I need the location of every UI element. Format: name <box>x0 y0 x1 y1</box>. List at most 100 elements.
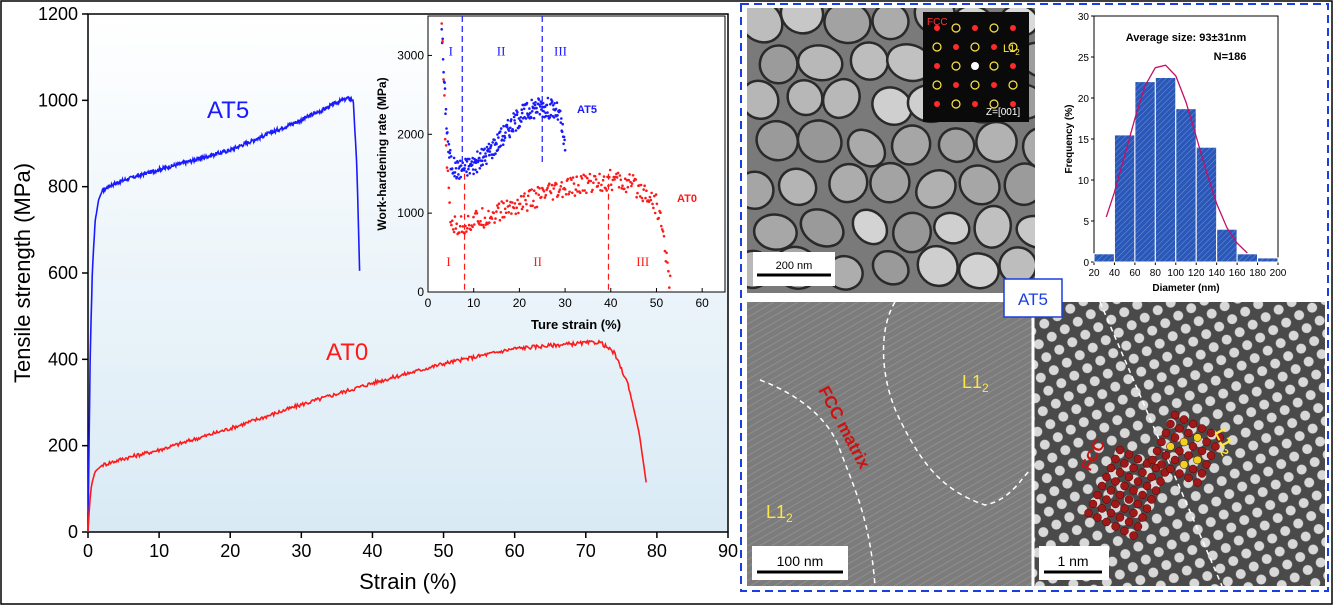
fcc-atom <box>1161 451 1171 460</box>
at5-data-point <box>483 159 487 162</box>
histogram-bar <box>1093 253 1115 263</box>
at5-data-point <box>479 152 482 155</box>
fcc-atom <box>1093 513 1102 522</box>
at0-data-point <box>626 185 630 189</box>
histogram-bar <box>1175 108 1197 263</box>
at0-data-point <box>634 178 638 181</box>
at0-data-point <box>503 207 507 211</box>
at5-data-point <box>530 98 533 102</box>
at0-data-point <box>508 204 511 207</box>
at0-data-point <box>445 166 449 169</box>
at0-data-point <box>531 204 534 207</box>
fcc-atom <box>1166 419 1175 429</box>
at0-data-point <box>609 183 613 186</box>
at0-data-point <box>516 198 519 202</box>
at5-data-point <box>510 118 513 121</box>
main-y-tick-label: 400 <box>48 349 78 369</box>
inset-plot-area <box>428 16 725 292</box>
inset-x-tick-label: 40 <box>604 296 618 310</box>
fcc-atom <box>1133 499 1143 509</box>
lattice-scale-box <box>1039 546 1109 580</box>
at5-data-point <box>472 172 475 176</box>
at0-data-point <box>520 207 524 211</box>
at0-data-point <box>524 198 527 202</box>
stage-label: I <box>446 254 450 269</box>
at0-data-point <box>526 209 529 212</box>
grain <box>1015 214 1035 250</box>
grain <box>777 167 818 207</box>
fcc-atom <box>1157 437 1166 447</box>
grain <box>871 8 910 41</box>
at5-data-point <box>556 118 560 121</box>
at0-data-point <box>490 217 494 220</box>
at5-data-point <box>512 112 515 115</box>
at0-data-point <box>642 188 645 191</box>
at0-data-point <box>466 214 470 218</box>
at5-data-point <box>545 103 549 107</box>
at5-data-point <box>497 136 500 139</box>
at0-data-point <box>519 194 523 198</box>
grain <box>747 8 784 44</box>
fcc-atom <box>1156 477 1165 486</box>
at5-data-point <box>514 129 518 132</box>
at0-data-point <box>475 212 479 215</box>
at0-data-point <box>653 194 656 198</box>
at0-data-point <box>608 175 611 179</box>
fcc-atom <box>1120 481 1129 491</box>
at5-data-point <box>533 107 536 110</box>
at5-data-point <box>544 111 547 115</box>
fcc-atom <box>1175 446 1184 456</box>
histogram-bar <box>1257 257 1279 263</box>
main-series <box>87 95 647 533</box>
fcc-atom <box>1157 460 1166 469</box>
fcc-atom <box>1142 504 1152 513</box>
grain <box>973 204 1013 249</box>
grain <box>851 208 889 246</box>
main-y-tick-label: 1000 <box>38 90 78 110</box>
at5-data-point <box>477 159 480 163</box>
at5-data-point <box>449 148 452 152</box>
fcc-spot <box>991 82 997 88</box>
at5-data-point <box>524 117 528 120</box>
at0-data-point <box>515 206 518 209</box>
at0-data-point <box>494 217 497 220</box>
main-x-tick-label: 30 <box>291 541 311 561</box>
hrtem-scale-label: 100 nm <box>777 553 824 569</box>
fcc-atom <box>1102 517 1111 527</box>
grain <box>937 127 976 164</box>
l12-superlattice-spot <box>951 61 961 71</box>
l12-superlattice-spot <box>989 99 999 109</box>
at0-data-point <box>455 222 459 225</box>
at0-data-point <box>607 184 610 188</box>
at5-data-point <box>444 107 448 111</box>
at5-data-point <box>465 160 469 163</box>
grain <box>755 119 800 162</box>
at5-data-point <box>484 152 487 155</box>
at5-data-point <box>441 37 445 41</box>
at5-data-point <box>520 120 523 123</box>
at5-data-point <box>488 153 491 157</box>
fcc-atom <box>1120 504 1129 513</box>
fcc-atom <box>1211 442 1220 451</box>
hist-x-tick-label: 80 <box>1150 268 1162 279</box>
at0-data-point <box>660 224 663 228</box>
at0-data-point <box>566 177 570 181</box>
hist-x-tick-label: 200 <box>1270 268 1287 279</box>
hist-count-annotation: N=186 <box>1214 51 1247 63</box>
fcc-atom <box>1170 455 1180 465</box>
at0-data-point <box>488 221 491 224</box>
at5-data-point <box>480 159 484 163</box>
at0-data-point <box>440 22 444 25</box>
grain <box>779 8 825 35</box>
fcc-atom <box>1124 517 1134 527</box>
at0-data-point <box>630 184 633 188</box>
inset-x-tick-label: 20 <box>513 296 527 310</box>
fcc-atom <box>1120 459 1129 468</box>
at5-data-point <box>483 147 486 151</box>
at0-data-point <box>556 193 560 197</box>
at5-data-point <box>484 155 488 158</box>
grain <box>747 170 775 211</box>
at0-data-point <box>446 169 450 173</box>
